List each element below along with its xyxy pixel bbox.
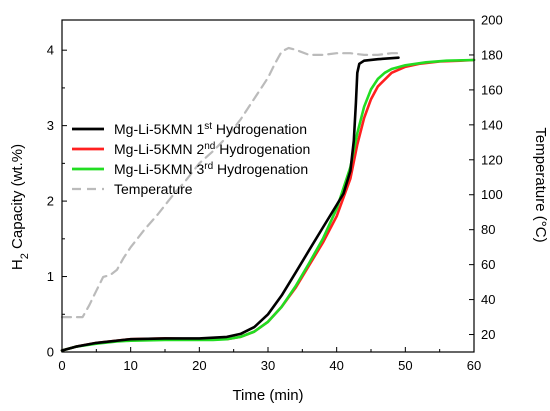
y2-tick-label: 140 [481,117,503,132]
legend-label: Mg-Li-5KMN 1st Hydrogenation [114,121,307,138]
y2-tick-label: 120 [481,152,503,167]
y2-tick-label: 100 [481,187,503,202]
y2-tick-label: 200 [481,13,503,28]
y2-tick-label: 180 [481,47,503,62]
y-tick-label: 4 [47,43,54,58]
x-tick-label: 30 [261,358,275,373]
series-line-1 [60,56,400,352]
y-tick-label: 0 [47,345,54,360]
y2-tick-label: 20 [481,327,495,342]
legend-label: Mg-Li-5KMN 2nd Hydrogenation [114,141,310,158]
y2-tick-label: 160 [481,82,503,97]
x-tick-label: 10 [123,358,137,373]
y-tick-label: 3 [47,118,54,133]
x-tick-label: 20 [192,358,206,373]
y2-tick-label: 40 [481,292,495,307]
y2-axis-title: Temperature (°C) [532,127,549,242]
legend-label: Mg-Li-5KMN 3rd Hydrogenation [114,161,308,178]
series-lines [60,46,476,352]
x-tick-label: 60 [467,358,481,373]
axis-ticks: 0 10 20 30 40 50 60 0 1 2 3 4 20 40 60 80 100 120 140 160 18… [47,13,503,374]
y-tick-label: 1 [47,269,54,284]
x-tick-label: 50 [398,358,412,373]
series-line-2 [60,58,476,352]
y2-tick-label: 60 [481,257,495,272]
series-line-4 [60,46,400,319]
x-axis-title: Time (min) [232,387,303,404]
x-tick-label: 40 [329,358,343,373]
x-tick-label: 0 [58,358,65,373]
legend: Mg-Li-5KMN 1st Hydrogenation Mg-Li-5KMN 2… [72,121,310,197]
legend-label: Temperature [114,181,193,197]
y2-tick-label: 80 [481,222,495,237]
y-axis-title: H2 Capacity (wt.%) [9,144,31,270]
y-tick-label: 2 [47,194,54,209]
series-line-3 [60,58,476,352]
